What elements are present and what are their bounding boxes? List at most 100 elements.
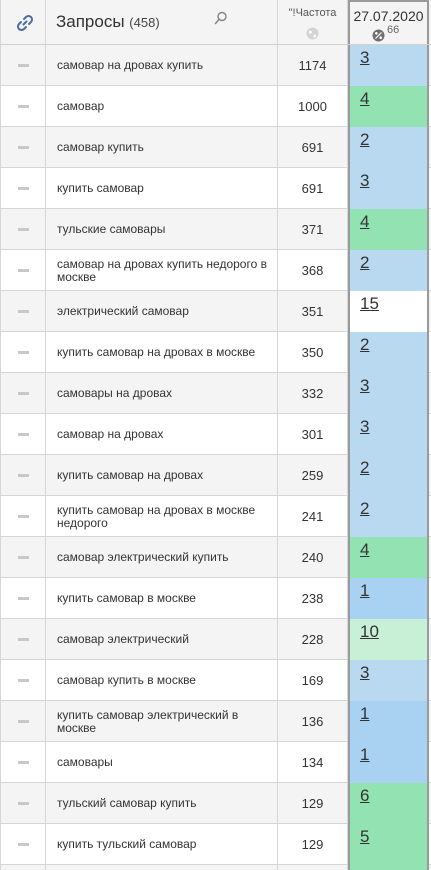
position-link[interactable]: 2 <box>360 458 370 477</box>
position-cell[interactable]: 2 <box>348 496 429 537</box>
table-row[interactable]: купить самовар электрический в москве 136… <box>0 701 431 742</box>
table-row[interactable]: самовар на дровах купить 1174 3 <box>0 45 431 86</box>
table-row[interactable]: купить самовар на дровах в москве 350 2 <box>0 332 431 373</box>
position-link[interactable]: 4 <box>360 212 370 231</box>
table-row[interactable]: самовар электрический купить 240 4 <box>0 537 431 578</box>
table-row[interactable]: купить тульский самовар 129 5 <box>0 824 431 865</box>
position-cell[interactable]: 3 <box>348 373 429 414</box>
row-link-cell[interactable] <box>0 86 46 127</box>
table-row[interactable] <box>0 865 431 870</box>
query-cell[interactable]: тульский самовар купить <box>46 783 278 824</box>
position-cell[interactable]: 15 <box>348 291 429 332</box>
position-link[interactable]: 3 <box>360 48 370 67</box>
row-link-cell[interactable] <box>0 250 46 291</box>
frequency-column-header[interactable]: "!Частота <box>278 0 348 44</box>
row-link-cell[interactable] <box>0 168 46 209</box>
position-link[interactable]: 4 <box>360 540 370 559</box>
table-row[interactable]: купить самовар 691 3 <box>0 168 431 209</box>
dash-icon[interactable] <box>18 843 29 846</box>
query-cell[interactable]: купить самовар электрический в москве <box>46 701 278 742</box>
table-row[interactable]: самовар 1000 4 <box>0 86 431 127</box>
row-link-cell[interactable] <box>0 619 46 660</box>
dash-icon[interactable] <box>18 269 29 272</box>
dash-icon[interactable] <box>18 146 29 149</box>
row-link-cell[interactable] <box>0 701 46 742</box>
dash-icon[interactable] <box>18 105 29 108</box>
table-row[interactable]: тульский самовар купить 129 6 <box>0 783 431 824</box>
query-cell[interactable]: купить самовар <box>46 168 278 209</box>
dash-icon[interactable] <box>18 679 29 682</box>
row-link-cell[interactable] <box>0 865 46 870</box>
position-link[interactable]: 15 <box>360 294 379 313</box>
position-cell[interactable]: 5 <box>348 824 429 865</box>
query-cell[interactable] <box>46 865 278 870</box>
row-link-cell[interactable] <box>0 45 46 86</box>
row-link-cell[interactable] <box>0 783 46 824</box>
position-link[interactable]: 2 <box>360 499 370 518</box>
position-link[interactable]: 3 <box>360 417 370 436</box>
dash-icon[interactable] <box>18 515 29 518</box>
position-cell[interactable]: 1 <box>348 742 429 783</box>
query-cell[interactable]: купить самовар на дровах в москве недоро… <box>46 496 278 537</box>
position-link[interactable]: 5 <box>360 827 370 846</box>
query-cell[interactable]: купить самовар на дровах <box>46 455 278 496</box>
position-cell[interactable]: 3 <box>348 660 429 701</box>
table-row[interactable]: самовар на дровах 301 3 <box>0 414 431 455</box>
query-cell[interactable]: купить тульский самовар <box>46 824 278 865</box>
position-link[interactable]: 10 <box>360 622 379 641</box>
dash-icon[interactable] <box>18 228 29 231</box>
dash-icon[interactable] <box>18 802 29 805</box>
position-cell[interactable]: 3 <box>348 414 429 455</box>
query-cell[interactable]: самовар на дровах купить <box>46 45 278 86</box>
position-link[interactable]: 3 <box>360 171 370 190</box>
position-cell[interactable]: 1 <box>348 578 429 619</box>
position-link[interactable]: 6 <box>360 786 370 805</box>
query-cell[interactable]: самовар <box>46 86 278 127</box>
table-row[interactable]: самовар купить 691 2 <box>0 127 431 168</box>
position-cell[interactable]: 2 <box>348 127 429 168</box>
position-cell[interactable]: 4 <box>348 537 429 578</box>
row-link-cell[interactable] <box>0 742 46 783</box>
table-row[interactable]: купить самовар на дровах в москве недоро… <box>0 496 431 537</box>
dash-icon[interactable] <box>18 392 29 395</box>
query-cell[interactable]: самовар купить <box>46 127 278 168</box>
query-cell[interactable]: самовар электрический купить <box>46 537 278 578</box>
link-icon[interactable] <box>16 14 34 32</box>
dash-icon[interactable] <box>18 556 29 559</box>
row-link-cell[interactable] <box>0 578 46 619</box>
query-cell[interactable]: купить самовар на дровах в москве <box>46 332 278 373</box>
row-link-cell[interactable] <box>0 127 46 168</box>
row-link-cell[interactable] <box>0 455 46 496</box>
dash-icon[interactable] <box>18 474 29 477</box>
position-link[interactable]: 1 <box>360 704 370 723</box>
position-link[interactable]: 4 <box>360 89 370 108</box>
table-row[interactable]: самовар на дровах купить недорого в моск… <box>0 250 431 291</box>
table-row[interactable]: купить самовар в москве 238 1 <box>0 578 431 619</box>
query-cell[interactable]: самовар купить в москве <box>46 660 278 701</box>
dash-icon[interactable] <box>18 720 29 723</box>
table-row[interactable]: самовар электрический 228 10 <box>0 619 431 660</box>
table-row[interactable]: самовар купить в москве 169 3 <box>0 660 431 701</box>
row-link-cell[interactable] <box>0 332 46 373</box>
row-link-cell[interactable] <box>0 373 46 414</box>
position-cell[interactable] <box>348 865 429 870</box>
query-cell[interactable]: тульские самовары <box>46 209 278 250</box>
query-cell[interactable]: самовар электрический <box>46 619 278 660</box>
query-cell[interactable]: самовары <box>46 742 278 783</box>
position-link[interactable]: 3 <box>360 663 370 682</box>
table-row[interactable]: самовары на дровах 332 3 <box>0 373 431 414</box>
query-cell[interactable]: купить самовар в москве <box>46 578 278 619</box>
position-cell[interactable]: 6 <box>348 783 429 824</box>
row-link-cell[interactable] <box>0 291 46 332</box>
row-link-cell[interactable] <box>0 209 46 250</box>
row-link-cell[interactable] <box>0 537 46 578</box>
position-link[interactable]: 3 <box>360 376 370 395</box>
dash-icon[interactable] <box>18 310 29 313</box>
position-link[interactable]: 1 <box>360 581 370 600</box>
row-link-cell[interactable] <box>0 660 46 701</box>
position-cell[interactable]: 4 <box>348 209 429 250</box>
row-link-cell[interactable] <box>0 414 46 455</box>
position-link[interactable]: 2 <box>360 335 370 354</box>
position-cell[interactable]: 3 <box>348 168 429 209</box>
queries-column-header[interactable]: Запросы (458) <box>46 0 278 44</box>
